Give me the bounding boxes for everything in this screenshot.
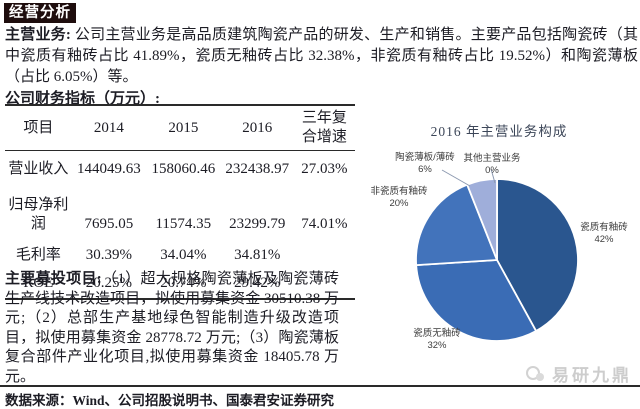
- cell-label: 归母净利润: [8, 197, 69, 232]
- pie-svg: [415, 168, 579, 342]
- col-header-2015: 2015: [146, 105, 221, 151]
- cell-value: 34.04%: [160, 247, 207, 263]
- cell-value: 34.81%: [234, 247, 281, 263]
- table-row-gross-margin: 毛利率 30.39% 34.04% 34.81%: [5, 242, 355, 270]
- fundraising-paragraph: 主要募投项目:（1）超大规格陶瓷薄板及陶瓷薄砖生产线技术改造项目，拟使用募集资金…: [5, 270, 339, 387]
- slice-pct: 42%: [594, 233, 614, 245]
- cell-value: 20.74%: [160, 275, 207, 291]
- slice-label-porcelain-glazed: 瓷质有釉砖 42%: [568, 222, 640, 245]
- col-header-cagr: 三年复合增速: [293, 105, 355, 151]
- pie-chart: 2016 年主营业务构成 陶瓷薄板/薄砖 6% 其他主营业务 0% 非瓷质有釉砖…: [358, 112, 640, 374]
- cell-value: 158060.46: [151, 161, 216, 177]
- watermark-logo-icon: [526, 365, 544, 381]
- slice-label-thin-board: 陶瓷薄板/薄砖 6%: [387, 152, 463, 175]
- slice-pct: 20%: [389, 197, 409, 209]
- pie-slices: [415, 178, 579, 342]
- footer-divider: [0, 385, 640, 387]
- cell-value: 11574.35: [155, 216, 212, 232]
- cell-value: 27.03%: [301, 161, 348, 177]
- watermark: 易研九鼎: [525, 361, 632, 386]
- cell-value: 29.42%: [234, 275, 281, 291]
- financial-table: 项目 2014 2015 2016 三年复合增速 营业收入 144049.63 …: [5, 104, 355, 300]
- fundraising-label: 主要募投项目:: [5, 271, 102, 287]
- slice-name: 陶瓷薄板/薄砖: [395, 152, 455, 163]
- leader-line-thin-board: [441, 169, 471, 187]
- table-row-net-profit: 归母净利润 7695.05 11574.35 23299.79 74.01%: [5, 187, 355, 242]
- chart-title: 2016 年主营业务构成: [430, 124, 568, 139]
- slice-label-other: 其他主营业务 0%: [450, 153, 534, 176]
- cell-value: [294, 242, 355, 270]
- leader-line-other: [490, 168, 496, 184]
- cell-value: 20.25%: [85, 275, 132, 291]
- financial-indicators-heading: 公司财务指标（万元）:: [5, 91, 160, 107]
- table-header-row: 项目 2014 2015 2016 三年复合增速: [5, 105, 355, 151]
- data-source-text: 数据来源：Wind、公司招股说明书、国泰君安证券研究: [5, 393, 335, 408]
- main-business-paragraph: 主营业务: 公司主营业务是高品质建筑陶瓷产品的研发、生产和销售。主要产品包括陶瓷…: [5, 25, 638, 88]
- fundraising-text: （1）超大规格陶瓷薄板及陶瓷薄砖生产线技术改造项目，拟使用募集资金 30510.…: [5, 271, 339, 385]
- table-row-roe: ROE 20.25% 20.74% 29.42%: [5, 270, 355, 299]
- cell-value: 144049.63: [77, 161, 141, 177]
- watermark-text: 易研九鼎: [552, 366, 632, 385]
- col-header-item: 项目: [5, 105, 72, 151]
- slice-name: 其他主营业务: [463, 153, 521, 164]
- section-title-badge: 经营分析: [4, 3, 76, 23]
- slice-name: 非瓷质有釉砖: [370, 186, 428, 197]
- main-business-label: 主营业务:: [5, 27, 71, 43]
- slice-pct: 0%: [485, 164, 499, 176]
- cell-label: ROE: [23, 275, 54, 291]
- cell-value: 7695.05: [84, 216, 134, 232]
- pie-slice-0: [496, 178, 579, 332]
- pie-slice-1: [415, 259, 537, 342]
- cell-value: 30.39%: [85, 247, 132, 263]
- table-row-revenue: 营业收入 144049.63 158060.46 232438.97 27.03…: [5, 151, 355, 188]
- cell-value: 232438.97: [225, 161, 290, 177]
- main-business-text: 公司主营业务是高品质建筑陶瓷产品的研发、生产和销售。主要产品包括陶瓷砖（其中瓷质…: [5, 27, 638, 85]
- col-header-2014: 2014: [71, 105, 147, 151]
- slice-pct: 6%: [418, 163, 432, 175]
- cell-label: 营业收入: [8, 161, 69, 177]
- slice-name: 瓷质无釉砖: [413, 328, 461, 339]
- cell-value: 74.01%: [301, 216, 348, 232]
- slice-name: 瓷质有釉砖: [580, 222, 628, 233]
- pie-slice-2: [415, 183, 498, 266]
- cell-value: 23299.79: [229, 216, 286, 232]
- col-header-2016: 2016: [220, 105, 294, 151]
- slice-pct: 32%: [427, 339, 447, 351]
- slice-label-nonporcelain-glazed: 非瓷质有釉砖 20%: [368, 186, 430, 209]
- cell-label: 毛利率: [15, 247, 61, 263]
- slice-label-porcelain-unglazed: 瓷质无釉砖 32%: [400, 328, 474, 351]
